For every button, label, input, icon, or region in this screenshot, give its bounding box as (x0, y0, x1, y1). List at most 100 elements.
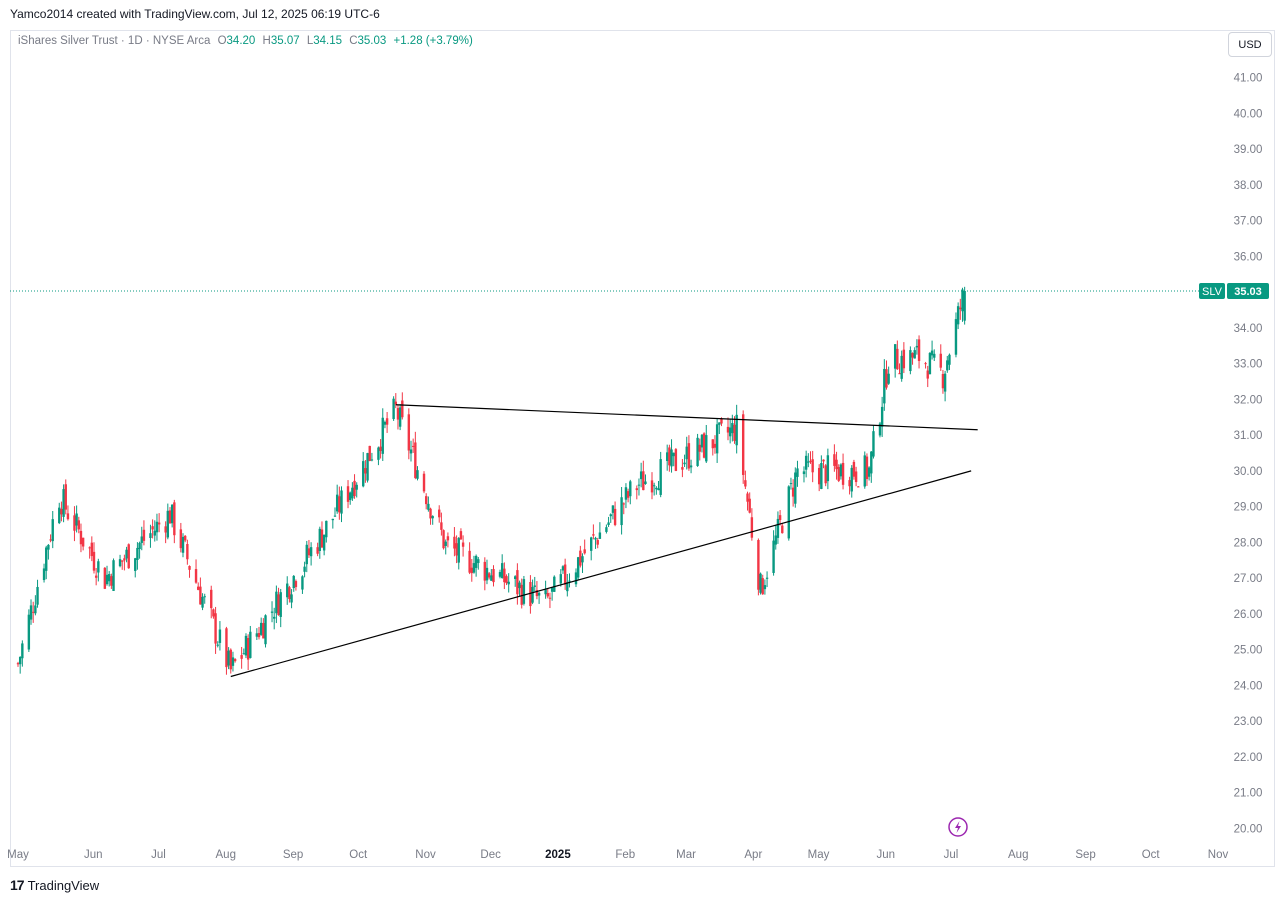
candle-body[interactable] (34, 605, 37, 614)
candle-body[interactable] (765, 577, 769, 579)
candle-body[interactable] (149, 533, 152, 538)
candle-body[interactable] (229, 649, 232, 670)
candle-body[interactable] (366, 453, 369, 481)
candle-body[interactable] (103, 567, 107, 589)
symbol-name[interactable]: iShares Silver Trust · 1D · NYSE Arca (18, 35, 211, 47)
candle-body[interactable] (444, 541, 447, 546)
candle-body[interactable] (181, 536, 185, 553)
candle-body[interactable] (731, 423, 734, 434)
candle-body[interactable] (933, 353, 936, 358)
candle-body[interactable] (963, 290, 966, 321)
candle-body[interactable] (92, 551, 96, 571)
candle-body[interactable] (79, 530, 83, 545)
candle-body[interactable] (225, 628, 228, 668)
candle-body[interactable] (411, 445, 415, 447)
candle-body[interactable] (848, 480, 851, 487)
candle-body[interactable] (867, 467, 871, 477)
candle-body[interactable] (820, 463, 823, 489)
candle-body[interactable] (210, 589, 213, 609)
candle-body[interactable] (909, 350, 912, 372)
candle-body[interactable] (852, 461, 856, 477)
candle-body[interactable] (685, 446, 688, 460)
candle-body[interactable] (941, 373, 945, 389)
candle-body[interactable] (590, 537, 593, 551)
candle-body[interactable] (183, 535, 187, 541)
candle-body[interactable] (535, 590, 539, 597)
candle-body[interactable] (522, 579, 526, 604)
tradingview-logo-icon[interactable]: 17 (10, 877, 25, 893)
candle-body[interactable] (498, 572, 502, 577)
candle-body[interactable] (613, 508, 617, 525)
candle-body[interactable] (335, 494, 339, 512)
candle-body[interactable] (431, 516, 434, 519)
candle-body[interactable] (396, 408, 400, 420)
candle-body[interactable] (338, 496, 341, 513)
candle-body[interactable] (642, 471, 645, 491)
candle-body[interactable] (18, 656, 22, 665)
candle-body[interactable] (735, 414, 738, 446)
candle-body[interactable] (917, 339, 921, 361)
candle-body[interactable] (626, 491, 630, 498)
candle-body[interactable] (529, 582, 532, 607)
footer-brand[interactable]: TradingView (27, 877, 100, 893)
candle-body[interactable] (346, 486, 350, 502)
candle-body[interactable] (761, 578, 764, 595)
candle-body[interactable] (127, 544, 130, 569)
candle-body[interactable] (438, 509, 441, 518)
candle-body[interactable] (401, 400, 404, 418)
candle-body[interactable] (166, 510, 170, 538)
candle-body[interactable] (553, 576, 556, 592)
candle-body[interactable] (702, 433, 706, 458)
candle-body[interactable] (652, 485, 656, 487)
candle-body[interactable] (392, 398, 395, 420)
candle-body[interactable] (698, 444, 701, 452)
candle-body[interactable] (787, 486, 790, 539)
candle-body[interactable] (500, 563, 504, 578)
candle-body[interactable] (863, 455, 866, 487)
candle-body[interactable] (563, 564, 567, 585)
candle-body[interactable] (804, 455, 808, 470)
lightning-icon[interactable] (948, 817, 968, 837)
candle-body[interactable] (711, 439, 714, 449)
candle-body[interactable] (316, 547, 319, 554)
candle-body[interactable] (822, 459, 825, 462)
candle-body[interactable] (233, 659, 237, 662)
candle-body[interactable] (45, 547, 48, 571)
candle-body[interactable] (138, 542, 141, 550)
candle-body[interactable] (659, 459, 662, 495)
candle-body[interactable] (609, 514, 612, 517)
candle-body[interactable] (668, 447, 671, 466)
candle-body[interactable] (81, 537, 85, 547)
candle-body[interactable] (457, 538, 460, 563)
candle-body[interactable] (409, 449, 413, 454)
candle-body[interactable] (607, 522, 610, 525)
candle-body[interactable] (279, 592, 282, 617)
candle-body[interactable] (637, 484, 641, 486)
candle-body[interactable] (883, 368, 886, 404)
candle-body[interactable] (850, 467, 853, 492)
candle-body[interactable] (427, 503, 430, 510)
candle-body[interactable] (774, 535, 777, 545)
candle-body[interactable] (440, 522, 443, 530)
candle-body[interactable] (683, 462, 686, 465)
candle-body[interactable] (290, 594, 293, 603)
candle-body[interactable] (924, 363, 927, 365)
candle-body[interactable] (307, 548, 311, 556)
candle-body[interactable] (635, 488, 638, 491)
candle-body[interactable] (333, 515, 337, 517)
candle-body[interactable] (611, 505, 615, 513)
candle-body[interactable] (576, 557, 580, 578)
candle-body[interactable] (961, 289, 964, 312)
candle-body[interactable] (574, 572, 578, 585)
candle-body[interactable] (227, 650, 230, 666)
candle-body[interactable] (537, 592, 541, 596)
candle-body[interactable] (559, 574, 563, 584)
candle-body[interactable] (58, 507, 61, 524)
candle-body[interactable] (179, 529, 183, 549)
candle-body[interactable] (507, 581, 510, 585)
candle-body[interactable] (516, 570, 519, 595)
candle-body[interactable] (201, 596, 204, 608)
candle-body[interactable] (748, 498, 751, 513)
candle-body[interactable] (77, 520, 80, 530)
